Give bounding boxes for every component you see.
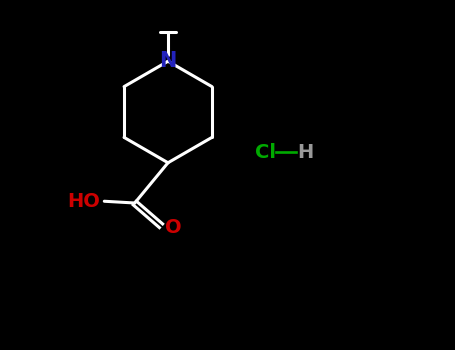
Text: H: H	[298, 143, 314, 162]
Text: HO: HO	[67, 192, 100, 211]
Text: N: N	[159, 51, 177, 71]
Text: O: O	[165, 218, 182, 237]
Text: Cl: Cl	[256, 143, 277, 162]
